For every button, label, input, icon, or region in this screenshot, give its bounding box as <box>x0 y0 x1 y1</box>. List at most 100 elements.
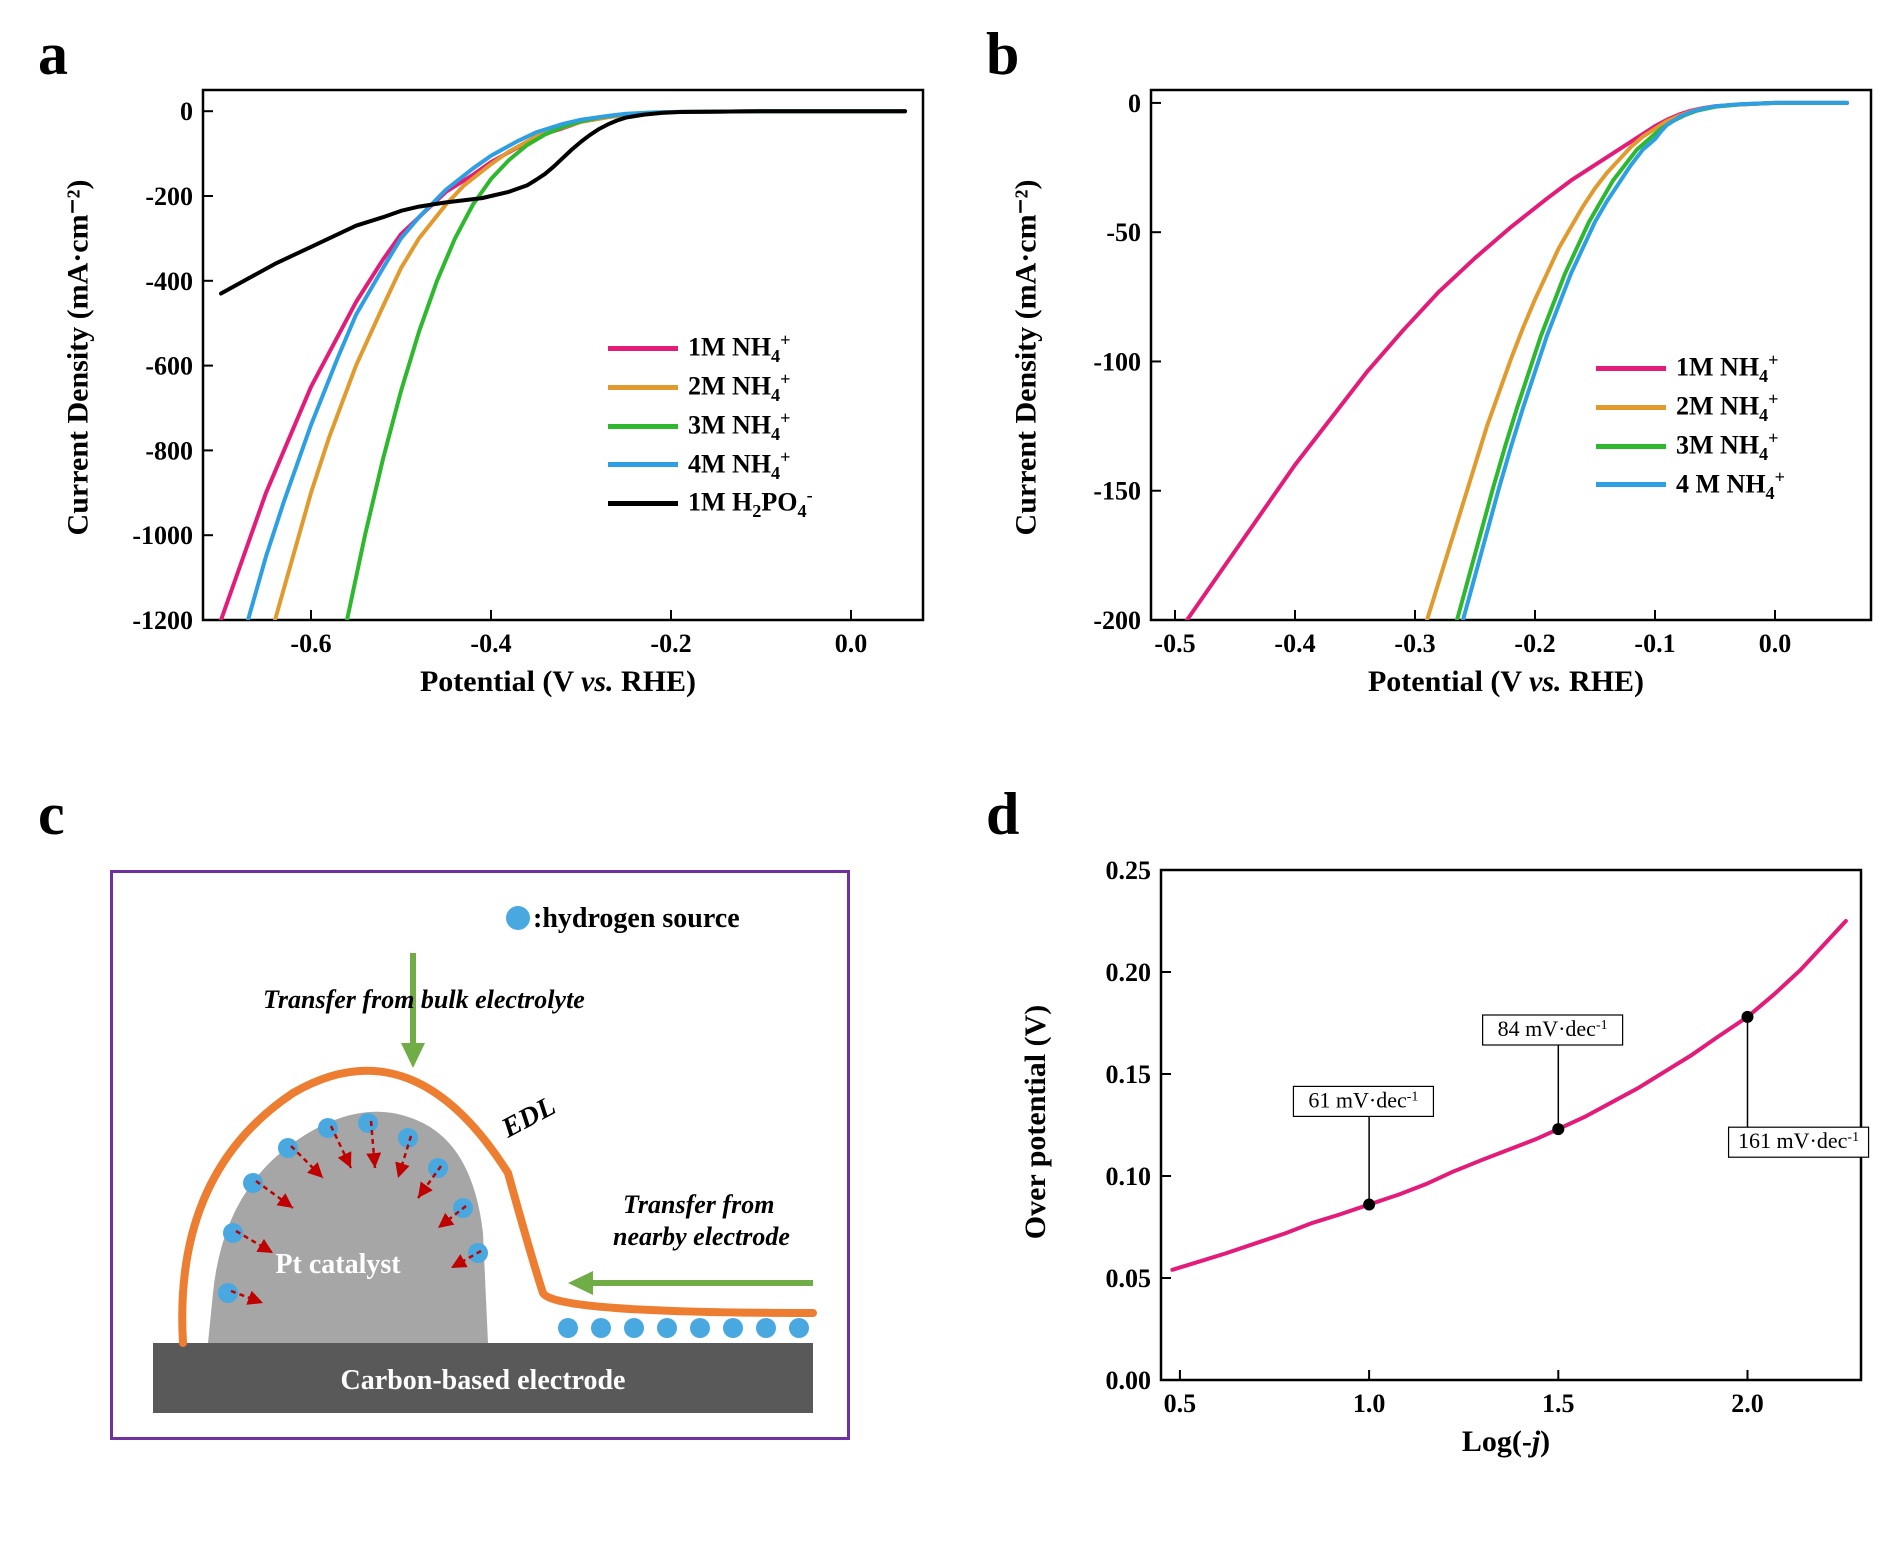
legend-label: 1M NH4+ <box>688 330 791 367</box>
xlabel-a-t1: Potential (V <box>420 665 581 698</box>
svg-text:0.10: 0.10 <box>1106 1162 1152 1191</box>
svg-text:-0.6: -0.6 <box>290 629 331 658</box>
svg-text:161 mV·dec-1: 161 mV·dec-1 <box>1738 1128 1859 1153</box>
svg-text:-50: -50 <box>1106 218 1141 247</box>
svg-text:nearby electrode: nearby electrode <box>613 1222 790 1251</box>
svg-text:-0.3: -0.3 <box>1394 629 1435 658</box>
svg-text:-800: -800 <box>145 436 193 465</box>
svg-text:0.05: 0.05 <box>1106 1264 1152 1293</box>
legend-label: 1M NH4+ <box>1676 350 1779 387</box>
svg-text:1.0: 1.0 <box>1353 1389 1386 1418</box>
xlabel-d-t1: Log(- <box>1462 1425 1532 1458</box>
chart-a-xlabel: Potential (V vs. RHE) <box>208 665 908 699</box>
svg-text:Transfer from: Transfer from <box>623 1190 774 1219</box>
legend-label: 3M NH4+ <box>1676 428 1779 465</box>
chart-b-xlabel: Potential (V vs. RHE) <box>1156 665 1856 699</box>
legend-item: 3M NH4+ <box>1596 428 1785 465</box>
svg-text:-600: -600 <box>145 352 193 381</box>
svg-text:-1000: -1000 <box>132 521 193 550</box>
figure-grid: a -0.6-0.4-0.20.0-1200-1000-800-600-400-… <box>20 20 1896 1500</box>
chart-d-svg: 0.5 1.0 1.5 2.0 0.00 0.05 0.10 0.15 0.20 0.25 61 m… <box>1056 850 1896 1470</box>
svg-text:Pt catalyst: Pt catalyst <box>275 1249 401 1280</box>
chart-d-wrap: 0.5 1.0 1.5 2.0 0.00 0.05 0.10 0.15 0.20 0.25 61 m… <box>1056 850 1896 1470</box>
chart-d-xlabel: Log(-j) <box>1156 1425 1856 1459</box>
svg-text:-100: -100 <box>1093 347 1141 376</box>
svg-text:EDL: EDL <box>496 1091 561 1145</box>
legend-label: 3M NH4+ <box>688 408 791 445</box>
legend-label: 2M NH4+ <box>688 369 791 406</box>
legend-swatch <box>608 424 678 429</box>
legend-swatch <box>608 385 678 390</box>
legend-item: 2M NH4+ <box>608 369 813 406</box>
svg-text:-0.2: -0.2 <box>650 629 691 658</box>
ylabel-a-text: Current Density (mA·cm⁻²) <box>62 180 95 536</box>
svg-text:-0.5: -0.5 <box>1154 629 1195 658</box>
legend-swatch <box>1596 482 1666 487</box>
svg-text:-0.2: -0.2 <box>1514 629 1555 658</box>
svg-text:0.0: 0.0 <box>835 629 868 658</box>
svg-text:-0.4: -0.4 <box>470 629 511 658</box>
legend-item: 3M NH4+ <box>608 408 813 445</box>
svg-text:0.00: 0.00 <box>1106 1366 1152 1395</box>
svg-text:-1200: -1200 <box>132 606 193 635</box>
svg-text:Carbon-based electrode: Carbon-based electrode <box>341 1365 626 1396</box>
svg-text:61 mV·dec-1: 61 mV·dec-1 <box>1308 1087 1418 1112</box>
legend-label: 1M H2PO4- <box>688 485 813 522</box>
xlabel-a-vs: vs. <box>581 665 614 698</box>
svg-text:-200: -200 <box>1093 606 1141 635</box>
legend-item: 4 M NH4+ <box>1596 467 1785 504</box>
panel-c-label: c <box>38 780 65 849</box>
chart-a-wrap: -0.6 -0.4 -0.2 0.0 -1200 -1000 -800 -600 -400 -20… <box>108 70 958 710</box>
panel-d: d 0.5 1.0 1.5 2.0 0.00 0.05 0.10 0.15 0.20 0.25 61… <box>968 760 1896 1500</box>
svg-text:-400: -400 <box>145 267 193 296</box>
svg-text:-0.4: -0.4 <box>1274 629 1315 658</box>
legend-swatch <box>1596 405 1666 410</box>
xlabel-b-vs: vs. <box>1529 665 1562 698</box>
diagram-c-frame: Carbon-based electrode Pt catalyst EDL :hyd… <box>110 870 850 1440</box>
legend-item: 2M NH4+ <box>1596 389 1785 426</box>
xlabel-a-t2: RHE) <box>614 665 697 698</box>
ylabel-b-text: Current Density (mA·cm⁻²) <box>1010 180 1043 536</box>
panel-c: c Carbon-based electrode Pt catalyst EDL :h… <box>20 760 968 1500</box>
svg-text:Transfer from bulk electrolyte: Transfer from bulk electrolyte <box>263 985 585 1014</box>
svg-text:0.5: 0.5 <box>1164 1389 1197 1418</box>
svg-text:0.20: 0.20 <box>1106 958 1152 987</box>
chart-b-wrap: -0.5-0.4-0.3-0.2-0.10.0-200-150-100-500 … <box>1056 70 1896 710</box>
legend-swatch <box>608 346 678 351</box>
legend-item: 4M NH4+ <box>608 447 813 484</box>
panel-a: a -0.6-0.4-0.20.0-1200-1000-800-600-400-… <box>20 20 968 760</box>
legend-swatch <box>608 462 678 467</box>
legend-item: 1M H2PO4- <box>608 485 813 522</box>
panel-b: b -0.5-0.4-0.3-0.2-0.10.0-200-150-100-50… <box>968 20 1896 760</box>
chart-b-ylabel: Current Density (mA·cm⁻²) <box>1009 58 1044 658</box>
svg-text:1.5: 1.5 <box>1542 1389 1575 1418</box>
legend-swatch <box>1596 366 1666 371</box>
legend-label: 4 M NH4+ <box>1676 467 1785 504</box>
svg-text:2.0: 2.0 <box>1731 1389 1764 1418</box>
svg-text:-150: -150 <box>1093 477 1141 506</box>
panel-d-label: d <box>986 780 1019 849</box>
xlabel-b-t1: Potential (V <box>1368 665 1529 698</box>
legend-item: 1M NH4+ <box>1596 350 1785 387</box>
svg-text:0.15: 0.15 <box>1106 1060 1152 1089</box>
svg-text:-200: -200 <box>145 182 193 211</box>
svg-text::hydrogen source: :hydrogen source <box>533 903 740 934</box>
xlabel-d-t2: ) <box>1540 1425 1550 1458</box>
chart-a-svg: -0.6 -0.4 -0.2 0.0 -1200 -1000 -800 -600 -400 -20… <box>108 70 958 710</box>
chart-d-ylabel: Over potential (V) <box>1019 822 1053 1422</box>
svg-text:84 mV·dec-1: 84 mV·dec-1 <box>1498 1016 1608 1041</box>
xlabel-d-j: j <box>1532 1425 1540 1458</box>
svg-text:0.25: 0.25 <box>1106 856 1152 885</box>
legend-b: 1M NH4+2M NH4+3M NH4+4 M NH4+ <box>1596 350 1785 505</box>
svg-text:0: 0 <box>1128 89 1141 118</box>
legend-swatch <box>1596 444 1666 449</box>
svg-text:0: 0 <box>180 97 193 126</box>
chart-a-ylabel: Current Density (mA·cm⁻²) <box>61 58 96 658</box>
legend-item: 1M NH4+ <box>608 330 813 367</box>
legend-label: 2M NH4+ <box>1676 389 1779 426</box>
legend-swatch <box>608 501 678 506</box>
svg-text:-0.1: -0.1 <box>1634 629 1675 658</box>
legend-a: 1M NH4+2M NH4+3M NH4+4M NH4+1M H2PO4- <box>608 330 813 524</box>
svg-text:0.0: 0.0 <box>1759 629 1792 658</box>
legend-label: 4M NH4+ <box>688 447 791 484</box>
